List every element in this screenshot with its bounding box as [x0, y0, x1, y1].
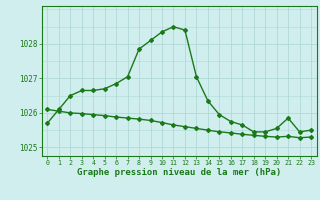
X-axis label: Graphe pression niveau de la mer (hPa): Graphe pression niveau de la mer (hPa)	[77, 168, 281, 177]
